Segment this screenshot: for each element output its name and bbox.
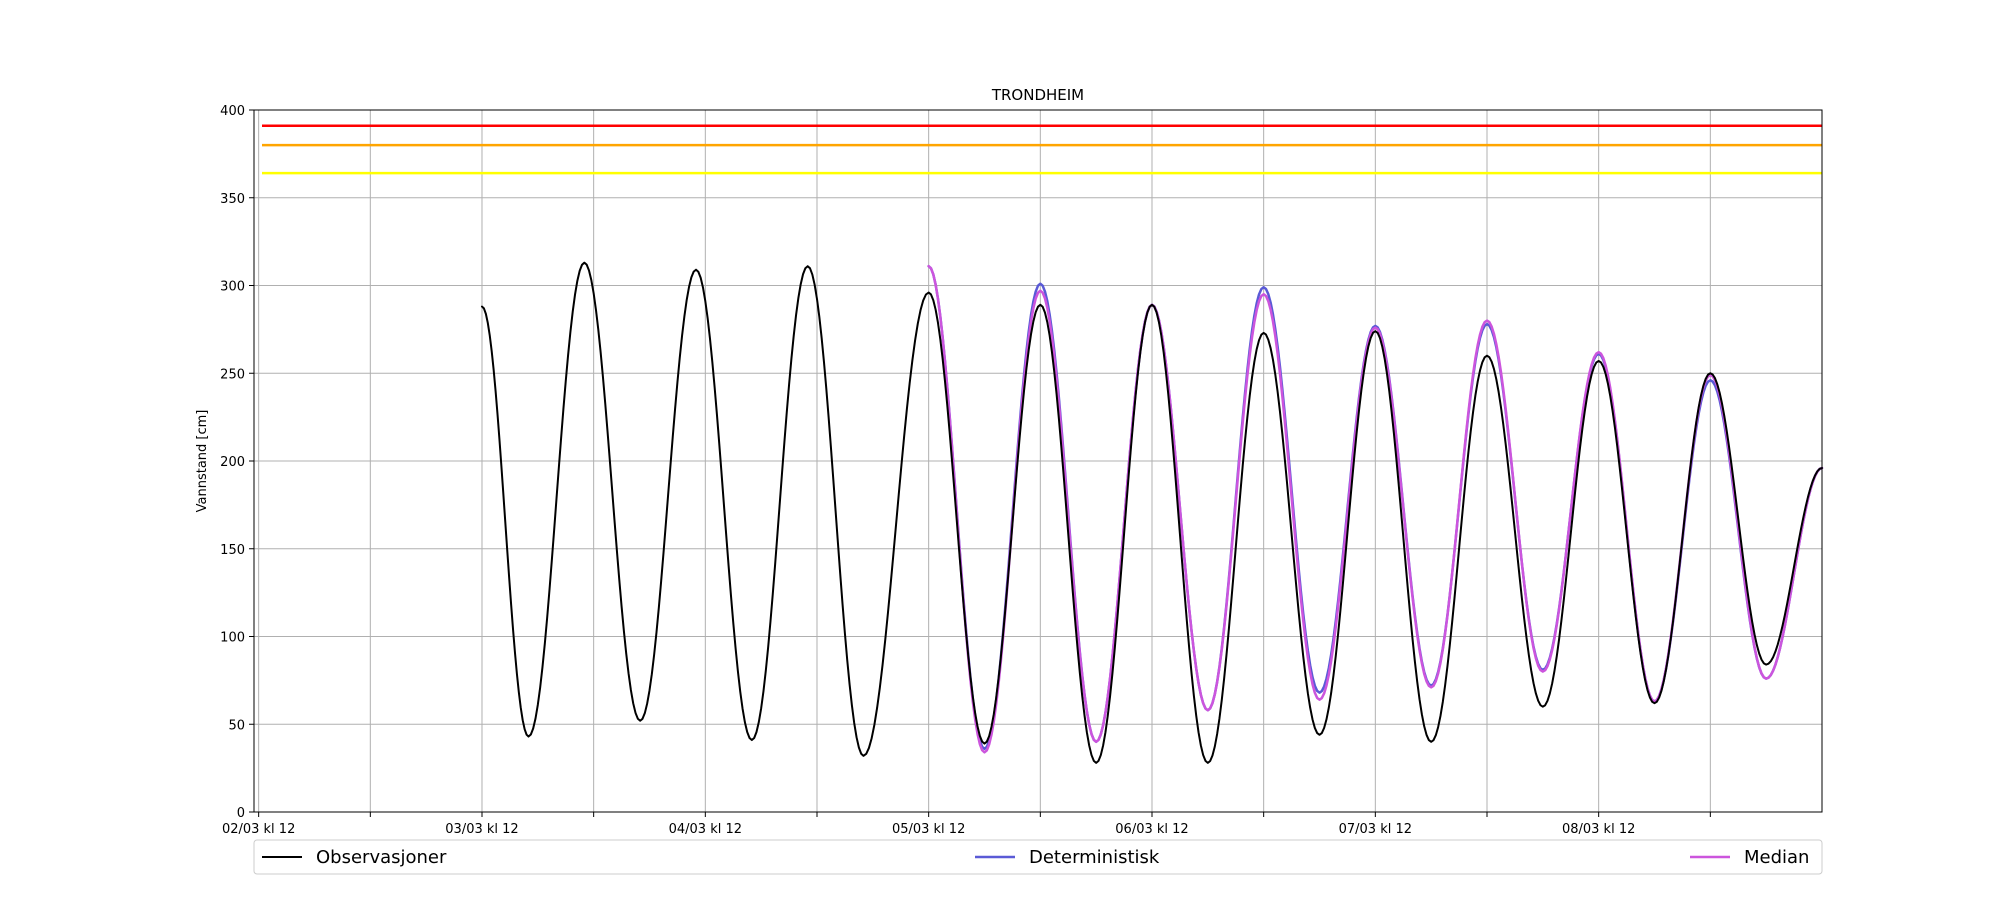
x-axis-ticks: 02/03 kl 12 03/03 kl 12 04/03 kl 12 05/03 k…	[222, 812, 1711, 837]
y-tick-label: 400	[220, 104, 245, 119]
y-axis-label: Vannstand [cm]	[195, 410, 210, 513]
y-axis-ticks: 0 50 100 150 200 250 300 350 400	[220, 104, 254, 821]
y-tick-label: 300	[220, 280, 245, 295]
legend-label-median: Median	[1744, 847, 1809, 868]
y-tick-label: 200	[220, 455, 245, 470]
series-line-observasjoner	[480, 261, 1823, 764]
y-tick-label: 250	[220, 367, 245, 382]
x-tick-label: 08/03 kl 12	[1562, 822, 1635, 837]
y-tick-label: 100	[220, 631, 245, 646]
x-tick-label: 04/03 kl 12	[669, 822, 742, 837]
y-tick-label: 350	[220, 192, 245, 207]
series-lines	[480, 261, 1824, 764]
chart-title: TRONDHEIM	[991, 86, 1084, 104]
grid	[254, 109, 1822, 813]
x-tick-label: 05/03 kl 12	[892, 822, 965, 837]
legend-box	[253, 839, 1823, 875]
legend-label-observasjoner: Observasjoner	[316, 847, 447, 868]
legend-label-deterministisk: Deterministisk	[1029, 847, 1160, 868]
y-tick-label: 150	[220, 543, 245, 558]
x-tick-label: 07/03 kl 12	[1339, 822, 1412, 837]
threshold-lines	[262, 124, 1822, 175]
legend: Observasjoner Deterministisk Median	[253, 839, 1823, 875]
x-tick-label: 02/03 kl 12	[222, 822, 295, 837]
y-tick-label: 0	[237, 806, 245, 821]
x-tick-label: 03/03 kl 12	[445, 822, 518, 837]
x-tick-label: 06/03 kl 12	[1115, 822, 1188, 837]
y-tick-label: 50	[228, 718, 245, 733]
